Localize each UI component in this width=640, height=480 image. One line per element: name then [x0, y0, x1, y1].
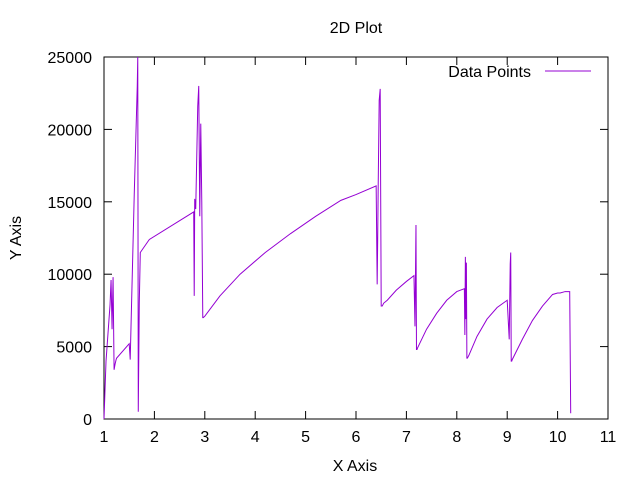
series-line-0: [103, 56, 572, 420]
y-tick-label: 20000: [48, 122, 93, 139]
x-tick-label: 8: [452, 429, 461, 446]
plot-border: [103, 56, 609, 420]
x-tick-label: 4: [251, 429, 260, 446]
legend: Data Points: [448, 64, 591, 81]
y-ticks: 0 5000 10000 15000 20000 25000: [48, 50, 608, 429]
x-tick-label: 2: [150, 429, 159, 446]
y-tick-label: 25000: [48, 50, 93, 67]
x-tick-label: 3: [200, 429, 209, 446]
y-tick-label: 10000: [48, 267, 93, 284]
x-tick-label: 5: [301, 429, 310, 446]
x-tick-label: 7: [402, 429, 411, 446]
legend-label: Data Points: [448, 64, 531, 81]
y-tick-label: 5000: [56, 340, 92, 357]
x-axis-title: X Axis: [333, 458, 377, 475]
y-tick-label: 0: [83, 412, 92, 429]
x-tick-label: 10: [549, 429, 567, 446]
x-tick-label: 1: [100, 429, 109, 446]
plot-frame: [103, 56, 609, 420]
chart-title: 2D Plot: [330, 20, 383, 37]
y-axis-title: Y Axis: [8, 216, 25, 260]
x-tick-label: 9: [503, 429, 512, 446]
x-tick-label: 11: [600, 429, 617, 446]
y-tick-label: 15000: [48, 195, 93, 212]
x-ticks: 1 2 3 4 5 6 7 8 9 10 11: [100, 57, 617, 446]
x-tick-label: 6: [352, 429, 361, 446]
series-group: [103, 56, 572, 420]
